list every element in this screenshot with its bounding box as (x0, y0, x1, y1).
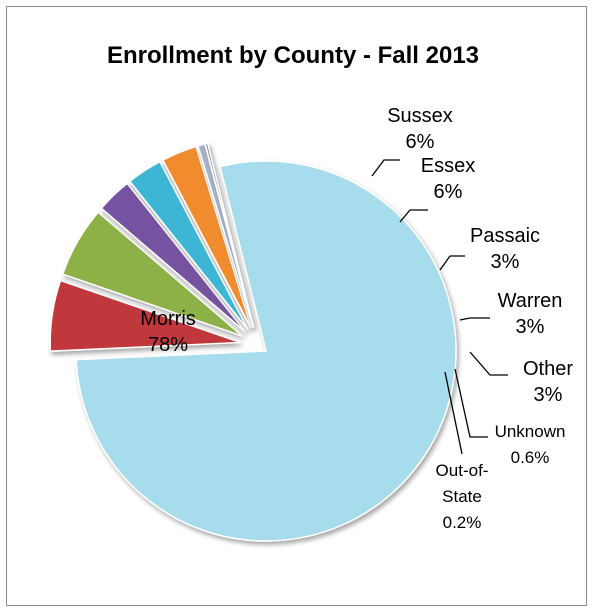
slice-value-morris: 78% (148, 334, 188, 356)
leader-line-sussex (371, 159, 400, 177)
chart-title: Enrollment by County - Fall 2013 (107, 42, 479, 69)
slice-value-out-of-state: 0.2% (443, 513, 482, 532)
leader-line-unknown (454, 368, 488, 438)
slice-value-essex: 6% (434, 181, 463, 203)
pie-slices (49, 142, 457, 542)
leader-lines (371, 159, 508, 455)
slice-labels: Morris78%Sussex6%Essex6%Passaic3%Warren3… (140, 105, 573, 532)
slice-label-sussex: Sussex (387, 105, 453, 127)
slice-value-unknown: 0.6% (511, 448, 550, 467)
slice-label-other: Other (523, 358, 573, 380)
pie-slice-warren (128, 160, 249, 331)
slice-label-passaic: Passaic (470, 225, 540, 247)
slice-label-essex: Essex (421, 155, 475, 177)
slice-label-morris: Morris (140, 308, 196, 330)
slice-value-warren: 3% (516, 316, 545, 338)
pie-slice-out-of-state (204, 142, 255, 328)
leader-line-passaic (439, 255, 465, 271)
slice-label-warren: Warren (498, 290, 563, 312)
leader-line-essex (399, 209, 428, 223)
slice-label-unknown: Unknown (495, 422, 566, 441)
leader-line-other (469, 351, 508, 376)
slice-value-sussex: 6% (406, 131, 435, 153)
pie-slice-other (161, 145, 252, 329)
pie-slice-essex (61, 211, 243, 337)
slice-label-out-of-state: State (442, 487, 482, 506)
leader-line-out-of-state (444, 371, 463, 455)
slice-value-other: 3% (534, 384, 563, 406)
slice-value-passaic: 3% (491, 251, 520, 273)
pie-slice-morris (75, 160, 457, 542)
leader-line-warren (459, 317, 490, 321)
pie-slice-passaic (100, 182, 247, 333)
pie-slice-sussex (49, 279, 241, 352)
slice-label-out-of-state: Out-of- (436, 461, 489, 480)
